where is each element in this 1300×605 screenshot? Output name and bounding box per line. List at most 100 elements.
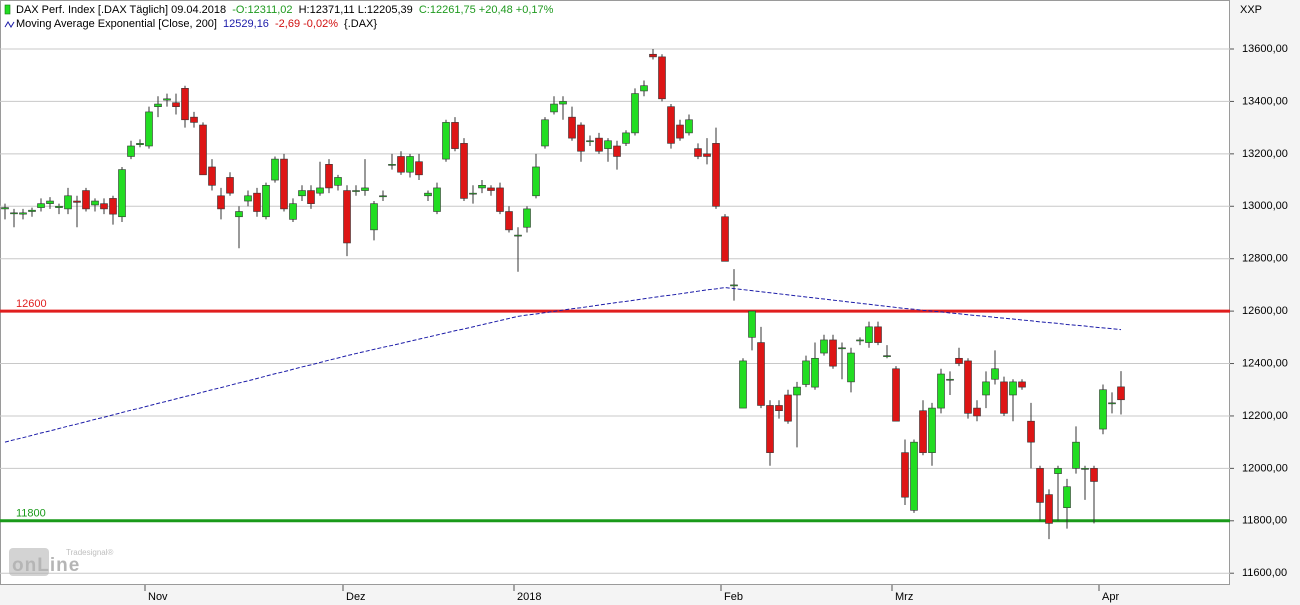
- x-tick-label: Apr: [1102, 591, 1119, 603]
- candle-body: [118, 169, 126, 218]
- y-axis-label: XXP: [1240, 4, 1262, 16]
- labels: 11600,00 11800,00 12000,00 12200,00 12400,00…: [16, 43, 1288, 603]
- candle-body: [1027, 420, 1035, 443]
- candle-body: [676, 124, 684, 139]
- candle-body: [775, 405, 783, 412]
- y-tick-label: 12000,00: [1242, 462, 1288, 474]
- candle-body: [919, 410, 927, 453]
- candle-body: [64, 195, 72, 210]
- candle-body: [55, 205, 63, 208]
- candle-body: [19, 212, 27, 215]
- candle-body: [28, 209, 36, 212]
- ma-title: Moving Average Exponential [Close, 200]: [16, 18, 217, 30]
- y-tick-label: 13600,00: [1242, 43, 1288, 55]
- candle-body: [739, 360, 747, 409]
- candle-body: [181, 88, 189, 121]
- level-label: 11800: [16, 508, 46, 520]
- candle-body: [748, 310, 756, 338]
- header-ma-line: Moving Average Exponential [Close, 200] …: [16, 18, 377, 30]
- candle-body: [964, 360, 972, 414]
- candle-body: [343, 190, 351, 244]
- candle-body: [505, 211, 513, 231]
- candle-body: [685, 119, 693, 134]
- candle-body: [667, 106, 675, 144]
- candle-body: [820, 339, 828, 354]
- candle-body: [415, 161, 423, 176]
- candle-body: [289, 203, 297, 220]
- candle-body: [307, 190, 315, 204]
- candle-body: [109, 198, 117, 215]
- candle-body: [532, 166, 540, 197]
- candle-body: [10, 212, 18, 215]
- y-tick-label: 13000,00: [1242, 200, 1288, 212]
- x-tick-label: Mrz: [895, 591, 913, 603]
- ma-symbol: {.DAX}: [344, 18, 377, 30]
- candle-body: [991, 368, 999, 380]
- candle-body: [892, 368, 900, 422]
- y-axis-panel: [1230, 0, 1300, 605]
- candle-body: [298, 190, 306, 197]
- candle-body: [757, 342, 765, 406]
- y-tick-label: 12400,00: [1242, 357, 1288, 369]
- candle-body: [1000, 381, 1008, 414]
- x-tick-label: Dez: [346, 591, 366, 603]
- candle-body: [496, 187, 504, 212]
- y-tick-label: 13200,00: [1242, 148, 1288, 160]
- plot-frame: [0, 0, 1230, 585]
- candle-body: [145, 111, 153, 147]
- candle-body: [406, 156, 414, 173]
- candle-body: [568, 116, 576, 139]
- candle-body: [721, 216, 729, 262]
- candle-body: [379, 195, 387, 198]
- candle-body: [883, 355, 891, 357]
- candle-body: [973, 407, 981, 417]
- candle-body: [469, 192, 477, 195]
- candle-body: [37, 203, 45, 208]
- legend-icon: [4, 4, 11, 15]
- candle-body: [937, 373, 945, 409]
- watermark-box: [9, 548, 49, 576]
- candle-body: [901, 452, 909, 498]
- candle-body: [1045, 494, 1053, 524]
- candle-body: [1018, 381, 1026, 388]
- candle-body: [334, 177, 342, 186]
- header-title-part: DAX Perf. Index [.DAX Täglich] 09.04.201…: [16, 4, 226, 16]
- y-tick-label: 11800,00: [1242, 515, 1287, 527]
- candle-body: [388, 164, 396, 166]
- candle-body: [100, 203, 108, 210]
- candle-body: [1117, 386, 1125, 401]
- watermark: Tradesignal® onLine: [9, 548, 114, 576]
- candle-body: [793, 386, 801, 396]
- candle-body: [613, 145, 621, 157]
- header-open: -O:12311,02: [232, 4, 292, 16]
- candle-body: [1009, 381, 1017, 396]
- ma-value: 12529,16: [223, 18, 269, 30]
- candle-body: [46, 200, 54, 204]
- candle-body: [514, 234, 522, 237]
- candle-body: [856, 339, 864, 342]
- candle-body: [253, 192, 261, 212]
- ma-change: -2,69 -0,02%: [275, 18, 338, 30]
- candle-body: [550, 103, 558, 113]
- candle-body: [127, 145, 135, 157]
- candle-body: [1099, 389, 1107, 430]
- candle-body: [172, 102, 180, 107]
- candle-body: [154, 103, 162, 107]
- candle-body: [766, 405, 774, 453]
- candle-body: [352, 190, 360, 192]
- y-tick-label: 12200,00: [1242, 410, 1288, 422]
- x-tick-label: 2018: [517, 591, 541, 603]
- candle-body: [478, 185, 486, 189]
- candle-body: [73, 200, 81, 203]
- candle-body: [451, 122, 459, 149]
- candle-body: [199, 124, 207, 176]
- candle-body: [649, 53, 657, 58]
- candle-body: [694, 148, 702, 157]
- moving-average-line: [4, 287, 1122, 443]
- y-tick-label: 13400,00: [1242, 95, 1288, 107]
- candle-body: [136, 143, 144, 145]
- candle-body: [208, 166, 216, 186]
- candle-body: [433, 187, 441, 212]
- candle-body: [1036, 468, 1044, 503]
- x-tick-label: Nov: [148, 591, 168, 603]
